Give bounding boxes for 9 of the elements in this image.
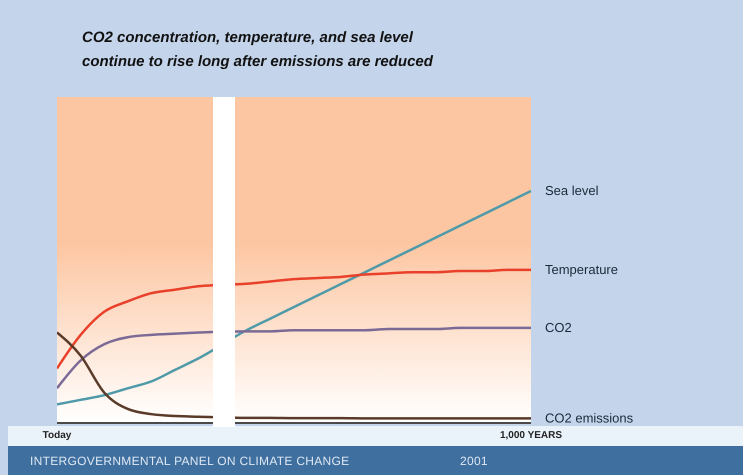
series-label: Sea level [545,183,599,198]
chart-title: CO2 concentration, temperature, and sea level continue to rise long after emissions are reduced [82,28,434,72]
x-tick-label: 1,000 YEARS [500,430,562,442]
x-tick-label: Today [42,430,72,442]
text: INTERGOVERNMENTAL PANEL ON CLIMATE CHANGE [30,454,350,468]
series-label: CO2 emissions [545,410,634,426]
series-label: CO2 [545,320,572,335]
text: 2001 [460,454,488,468]
series-label: Temperature [545,262,618,277]
